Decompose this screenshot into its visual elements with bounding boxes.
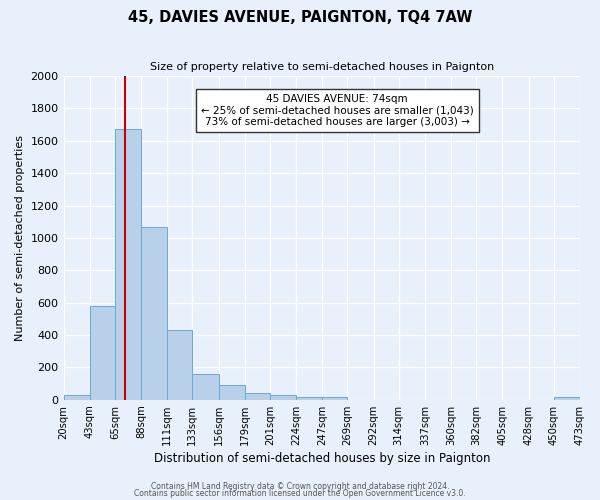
Bar [64, 395, 90, 400]
Bar [90, 306, 115, 400]
Bar [296, 396, 322, 400]
Bar [554, 396, 580, 400]
Bar [245, 394, 270, 400]
Text: 45 DAVIES AVENUE: 74sqm
← 25% of semi-detached houses are smaller (1,043)
73% of: 45 DAVIES AVENUE: 74sqm ← 25% of semi-de… [201, 94, 473, 127]
Bar [115, 130, 141, 400]
Bar [141, 226, 167, 400]
X-axis label: Distribution of semi-detached houses by size in Paignton: Distribution of semi-detached houses by … [154, 452, 490, 465]
Bar [270, 395, 296, 400]
Bar [193, 374, 218, 400]
Text: 45, DAVIES AVENUE, PAIGNTON, TQ4 7AW: 45, DAVIES AVENUE, PAIGNTON, TQ4 7AW [128, 10, 472, 25]
Text: Contains public sector information licensed under the Open Government Licence v3: Contains public sector information licen… [134, 490, 466, 498]
Bar [218, 386, 245, 400]
Title: Size of property relative to semi-detached houses in Paignton: Size of property relative to semi-detach… [149, 62, 494, 72]
Bar [322, 398, 347, 400]
Bar [167, 330, 193, 400]
Text: Contains HM Land Registry data © Crown copyright and database right 2024.: Contains HM Land Registry data © Crown c… [151, 482, 449, 491]
Y-axis label: Number of semi-detached properties: Number of semi-detached properties [15, 135, 25, 341]
